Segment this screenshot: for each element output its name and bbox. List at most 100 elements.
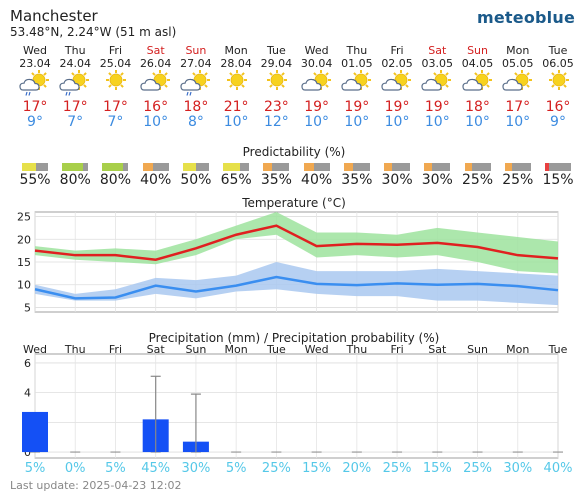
precip-day-name: Tue bbox=[266, 343, 286, 356]
temp-min: 7° bbox=[67, 114, 84, 130]
precipitation-tick-label: 4 bbox=[24, 387, 31, 400]
predictability-bar bbox=[343, 163, 370, 171]
precip-probability: 45% bbox=[141, 461, 170, 476]
temp-max: 17° bbox=[62, 99, 88, 115]
predictability-value: 65% bbox=[220, 172, 252, 188]
temp-max: 19° bbox=[304, 99, 330, 115]
tmax-line bbox=[34, 224, 559, 261]
day-name: Fri bbox=[390, 44, 404, 57]
precip-probability: 15% bbox=[423, 461, 452, 476]
precipitation-tick-label: 6 bbox=[24, 357, 31, 370]
precip-day-name: Fri bbox=[109, 343, 122, 356]
temperature-tick-label: 5 bbox=[24, 301, 31, 314]
day-date: 27.04 bbox=[180, 57, 212, 70]
sun-cloud-rain-icon bbox=[55, 68, 95, 96]
day-name: Sat bbox=[428, 44, 447, 57]
predictability-title: Predictability (%) bbox=[242, 145, 346, 159]
precip-day-name: Mon bbox=[225, 343, 248, 356]
predictability-value: 15% bbox=[542, 172, 574, 188]
sun-cloud-icon bbox=[498, 68, 538, 96]
day-date: 03.05 bbox=[421, 57, 454, 70]
day-date: 23.04 bbox=[19, 57, 51, 70]
predictability-value: 30% bbox=[381, 172, 413, 188]
day-date: 28.04 bbox=[220, 57, 252, 70]
predictability-bar bbox=[142, 163, 169, 171]
precip-day-name: Wed bbox=[305, 343, 329, 356]
sun-icon bbox=[256, 68, 296, 96]
sun-icon bbox=[538, 68, 578, 96]
predictability-bar bbox=[182, 163, 209, 171]
predictability-bar bbox=[303, 163, 330, 171]
day-name: Sat bbox=[146, 44, 165, 57]
sun-cloud-icon bbox=[377, 68, 417, 96]
temperature-tick-label: 10 bbox=[17, 279, 31, 292]
day-date: 26.04 bbox=[139, 57, 172, 70]
sun-icon bbox=[216, 68, 256, 96]
precip-probability: 40% bbox=[544, 461, 573, 476]
precip-probability: 0% bbox=[65, 461, 86, 476]
temp-min: 10° bbox=[304, 114, 330, 130]
day-date: 24.04 bbox=[59, 57, 91, 70]
sun-cloud-icon bbox=[337, 68, 377, 96]
temp-max: 21° bbox=[223, 99, 249, 115]
day-date: 04.05 bbox=[461, 57, 494, 70]
predictability-value: 25% bbox=[502, 172, 534, 188]
precipitation-tick-label: 0 bbox=[24, 446, 31, 459]
predictability-value: 25% bbox=[461, 172, 494, 188]
last-update: Last update: 2025-04-23 12:02 bbox=[10, 479, 182, 492]
meteoblue-logo[interactable]: meteoblue bbox=[477, 8, 575, 27]
temperature-title: Temperature (°C) bbox=[242, 196, 346, 210]
temp-min: 9° bbox=[27, 114, 43, 130]
sun-icon bbox=[95, 68, 135, 96]
predictability-bar bbox=[102, 163, 129, 171]
temp-max: 19° bbox=[424, 99, 450, 115]
day-date: 30.04 bbox=[300, 57, 333, 70]
day-name: Wed bbox=[23, 44, 47, 57]
precip-day-name: Sun bbox=[467, 343, 488, 356]
predictability-bar bbox=[62, 163, 89, 171]
tmin-range-band bbox=[35, 262, 558, 306]
day-date: 05.05 bbox=[502, 57, 534, 70]
temp-max: 19° bbox=[344, 99, 370, 115]
temp-min: 10° bbox=[223, 114, 249, 130]
temp-min: 10° bbox=[465, 114, 490, 130]
predictability-bar bbox=[384, 163, 411, 171]
predictability-value: 80% bbox=[59, 172, 91, 188]
precip-day-name: Mon bbox=[506, 343, 529, 356]
day-name: Tue bbox=[548, 44, 568, 57]
day-name: Sun bbox=[185, 44, 207, 57]
temp-max: 18° bbox=[183, 99, 209, 115]
precip-day-name: Wed bbox=[23, 343, 47, 356]
sun-cloud-rain-icon bbox=[15, 68, 55, 96]
predictability-value: 40% bbox=[140, 172, 172, 188]
temperature-tick-label: 20 bbox=[17, 233, 31, 246]
day-date: 02.05 bbox=[381, 57, 413, 70]
day-name: Fri bbox=[108, 44, 122, 57]
sun-cloud-icon bbox=[417, 68, 457, 96]
sun-cloud-icon bbox=[458, 68, 498, 96]
precip-probability: 30% bbox=[181, 461, 210, 476]
predictability-value: 80% bbox=[99, 172, 132, 188]
temperature-tick-label: 25 bbox=[17, 211, 31, 224]
temp-max: 18° bbox=[465, 99, 490, 115]
temp-max: 17° bbox=[505, 99, 531, 115]
temp-max: 16° bbox=[545, 99, 571, 115]
temp-max: 19° bbox=[384, 99, 410, 115]
precip-day-name: Sat bbox=[147, 343, 166, 356]
temp-min: 10° bbox=[143, 114, 169, 130]
predictability-bar bbox=[504, 163, 531, 171]
precip-probability: 5% bbox=[105, 461, 126, 476]
precip-day-name: Sat bbox=[428, 343, 447, 356]
precip-probability: 30% bbox=[503, 461, 532, 476]
temp-max: 23° bbox=[263, 99, 289, 115]
precipitation-bar bbox=[22, 411, 48, 453]
precip-day-name: Fri bbox=[391, 343, 404, 356]
temp-min: 8° bbox=[187, 114, 204, 130]
day-date: 29.04 bbox=[260, 57, 293, 70]
precipitation-title: Precipitation (mm) / Precipitation proba… bbox=[148, 331, 440, 345]
temp-min: 10° bbox=[424, 114, 450, 130]
precip-day-name: Thu bbox=[346, 343, 368, 356]
temp-min: 10° bbox=[384, 114, 410, 130]
day-name: Thu bbox=[64, 44, 86, 57]
day-name: Wed bbox=[304, 44, 329, 57]
